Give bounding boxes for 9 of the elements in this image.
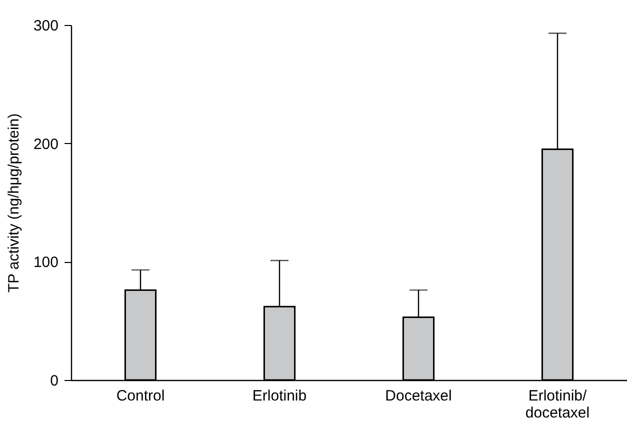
- x-tick-label: Erlotinib: [252, 388, 307, 404]
- y-tick-label: 300: [33, 18, 58, 34]
- x-tick-label: Control: [116, 388, 165, 404]
- y-axis-title: TP activity (ng/hμg/protein): [5, 113, 22, 293]
- y-tick-label: 200: [33, 136, 58, 153]
- x-tick-label: Erlotinib/ docetaxel: [525, 388, 590, 422]
- y-tick-label: 100: [33, 254, 58, 272]
- y-tick-label: 0: [50, 372, 58, 390]
- x-tick-label: Docetaxel: [385, 388, 452, 404]
